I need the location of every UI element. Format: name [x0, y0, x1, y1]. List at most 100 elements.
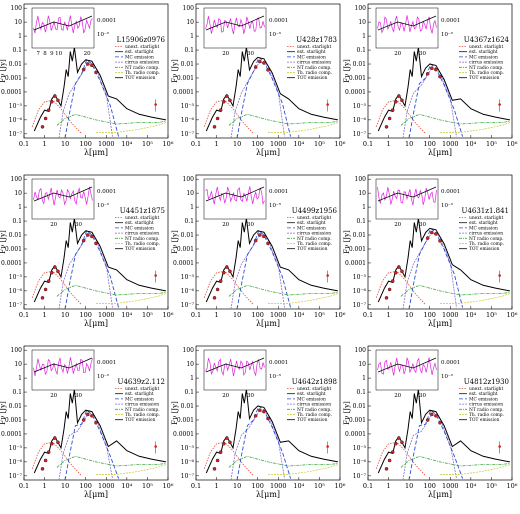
x-tick-label: 0.1	[19, 311, 29, 319]
legend-label: MC emission	[125, 226, 154, 231]
panel-title: U4367z1624	[464, 36, 510, 44]
y-tick-label: 10	[14, 190, 22, 197]
data-point	[394, 99, 398, 104]
radio-data-point	[154, 274, 157, 277]
x-tick-label: 1000	[98, 140, 115, 148]
legend-label: Th. radio comp.	[125, 71, 160, 76]
y-tick-label: 0.1	[12, 389, 22, 396]
y-tick-label: 0.01	[181, 403, 194, 410]
data-point	[40, 125, 45, 129]
inset-frame	[31, 7, 95, 49]
legend-label: NT radio comp.	[297, 66, 332, 71]
plot-frame	[23, 3, 169, 139]
data-point	[387, 287, 392, 292]
sed-panel: 0.1 1 10 100 1000 10⁴ 10⁵ 10⁶λ[μm]1001010.10.01…	[171, 174, 346, 328]
data-point	[43, 116, 48, 121]
legend-label: Th. radio comp.	[297, 71, 332, 76]
y-tick-label: 0.0001	[345, 260, 366, 267]
radio-data-point	[326, 445, 329, 448]
legend-label: TOT emission	[125, 418, 156, 423]
inset-spectrum-line	[33, 15, 93, 34]
data-point	[215, 458, 220, 463]
plot-frame	[195, 345, 341, 481]
inset-tick-label: 8	[43, 51, 47, 57]
legend-label: MC emission	[125, 397, 154, 402]
x-tick-label: 0.1	[19, 140, 29, 148]
sed-panel: 0.1 1 10 100 1000 10⁴ 10⁵ 10⁶λ[μm]1001010.10.01…	[171, 3, 346, 157]
data-point	[438, 74, 442, 79]
legend-label: NT radio comp.	[297, 408, 332, 413]
radio-data-point	[326, 103, 329, 106]
legend-label: TOT emission	[469, 418, 500, 423]
cirrus-emission-line	[230, 409, 285, 481]
sed-panel: 0.1 1 10 100 1000 10⁴ 10⁵ 10⁶λ[μm]1001010.10.01…	[0, 345, 174, 499]
legend-label: Th. radio comp.	[125, 242, 160, 247]
data-point	[258, 233, 262, 237]
y-tick-label: 0.001	[5, 246, 22, 253]
data-point	[400, 269, 404, 274]
inset-tick-label: 20	[394, 51, 401, 57]
th-radio-line	[268, 122, 339, 133]
y-tick-label: 0.001	[177, 417, 194, 424]
y-tick-label: 0.1	[184, 218, 194, 225]
data-point	[43, 458, 48, 463]
tot-emission-line	[205, 218, 338, 303]
y-tick-label: 10⁻⁵	[181, 445, 195, 452]
sed-panel: 0.1 1 10 100 1000 10⁴ 10⁵ 10⁶λ[μm]1001010.10.01…	[0, 3, 174, 157]
data-point	[387, 116, 392, 121]
x-tick-label: 1000	[442, 140, 459, 148]
data-point	[430, 230, 434, 235]
data-point	[86, 62, 90, 66]
legend-label: MC emission	[297, 55, 326, 60]
tot-emission-line	[377, 389, 510, 474]
data-point	[228, 440, 232, 445]
y-tick-label: 10	[186, 361, 194, 368]
th-radio-line	[440, 293, 511, 304]
legend-label: unext. starlight	[297, 45, 331, 50]
legend-label: ext. starlight	[125, 221, 154, 226]
inset-right-tick-label: 0.0001	[269, 18, 288, 24]
data-point	[225, 436, 229, 440]
x-tick-label: 10⁴	[293, 482, 304, 490]
x-tick-label: 1000	[442, 482, 459, 490]
y-tick-label: 10⁻⁵	[181, 103, 195, 110]
y-tick-label: 10⁻⁵	[181, 274, 195, 281]
plot-frame	[367, 345, 513, 481]
tot-emission-line	[377, 218, 510, 303]
panel-title: U4451z1875	[120, 207, 165, 215]
inset-model-line	[205, 186, 265, 202]
legend-label: unext. starlight	[297, 387, 331, 392]
inset-right-tick-label: 10⁻⁵	[97, 31, 109, 38]
th-radio-line	[96, 293, 167, 304]
inset-right-tick-label: 10⁻⁵	[441, 202, 453, 209]
y-axis-label: Fν [Jy]	[171, 230, 179, 254]
sed-panel: 0.1 1 10 100 1000 10⁴ 10⁵ 10⁶λ[μm]1001010.10.01…	[343, 174, 518, 328]
x-tick-label: 100	[424, 311, 436, 319]
inset-tick-label: 20	[394, 393, 401, 399]
legend-label: MC emission	[297, 397, 326, 402]
y-tick-label: 100	[11, 176, 23, 183]
y-axis-label: Fν [Jy]	[0, 401, 7, 425]
y-tick-label: 0.001	[349, 417, 366, 424]
data-point	[94, 70, 98, 75]
y-axis-label: Fν [Jy]	[171, 401, 179, 425]
data-point	[90, 63, 94, 68]
radio-data-point	[498, 103, 501, 106]
panel-title: U4639z2.112	[118, 378, 165, 386]
data-point	[397, 265, 401, 269]
inset-right-tick-label: 0.0001	[269, 189, 288, 195]
unext-starlight-line	[203, 441, 254, 477]
y-tick-label: 10⁻⁷	[181, 131, 195, 138]
x-tick-label: 1	[387, 311, 391, 319]
y-axis-label: Fν [Jy]	[343, 401, 351, 425]
data-point	[50, 441, 54, 446]
y-tick-label: 0.001	[5, 75, 22, 82]
y-tick-label: 10	[186, 19, 194, 26]
y-tick-label: 0.0001	[345, 431, 366, 438]
y-tick-label: 0.01	[353, 403, 366, 410]
x-tick-label: 10⁵	[314, 311, 325, 319]
data-point	[430, 66, 434, 70]
legend-label: NT radio comp.	[125, 408, 160, 413]
x-tick-label: 10	[405, 482, 413, 490]
y-tick-label: 10⁻⁶	[181, 117, 195, 124]
